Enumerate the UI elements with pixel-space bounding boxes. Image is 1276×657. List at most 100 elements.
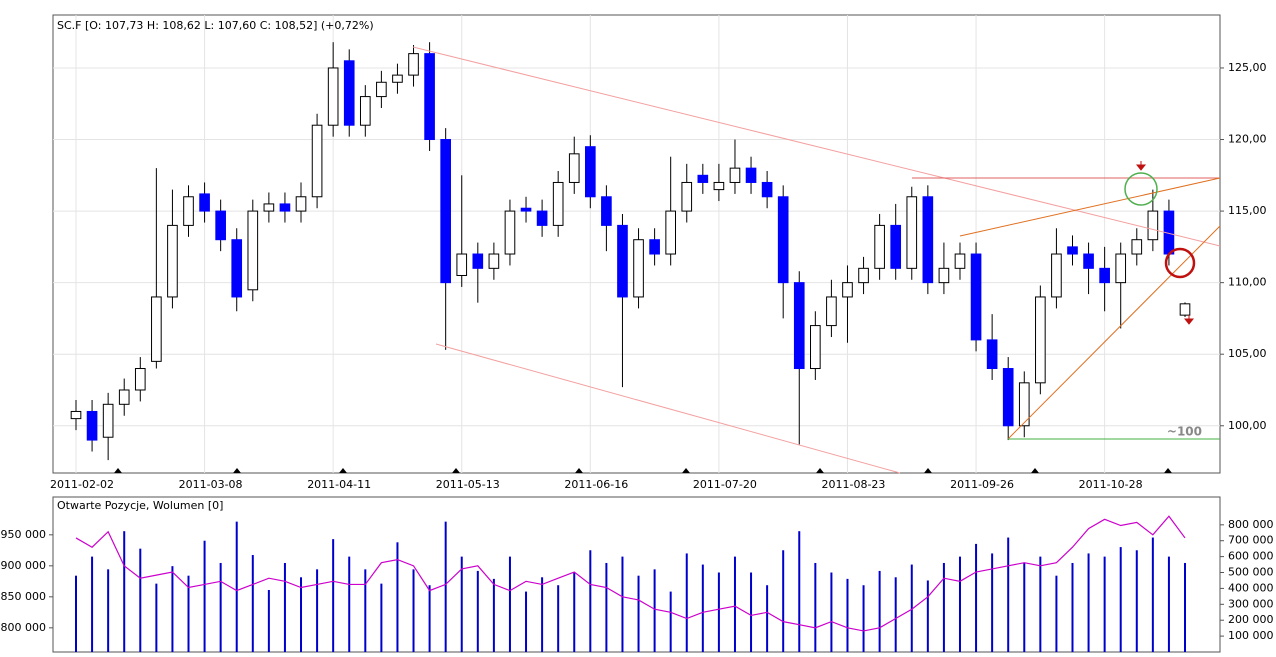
candle-body (777, 196, 789, 284)
candle-body (1179, 303, 1191, 316)
volume-bar (958, 556, 961, 652)
volume-bar (492, 578, 495, 652)
candle-body (86, 410, 98, 441)
volume-bar (300, 577, 303, 652)
candle-body (536, 210, 548, 226)
candle-body (327, 67, 339, 126)
candle-body (810, 325, 821, 370)
candle-body (617, 224, 628, 298)
x-tick-label: 2011-04-11 (307, 478, 371, 491)
volume-bar (589, 550, 592, 652)
candle-body (568, 153, 580, 183)
volume-bar (380, 583, 383, 652)
volume-bar (219, 562, 222, 652)
volume-bar (798, 531, 801, 652)
candle-body (745, 167, 757, 183)
volume-bar (155, 583, 158, 652)
volume-bar (701, 564, 704, 652)
volume-bar (235, 521, 238, 652)
candle-body (1131, 239, 1143, 255)
candle-body (488, 253, 500, 269)
volume-bar (862, 585, 865, 652)
drawings (412, 46, 1221, 474)
candle-body (1115, 253, 1127, 284)
volume-bar (1119, 547, 1122, 652)
y-tick-label: 100,00 (1228, 419, 1267, 432)
candle-body (729, 167, 741, 183)
channel-line (1007, 225, 1221, 440)
volume-bar (460, 556, 463, 652)
volume-bar (428, 585, 431, 652)
candle-body (970, 253, 982, 341)
volume-bar (750, 572, 753, 652)
x-tick-label: 2011-10-28 (1079, 478, 1143, 491)
candle-body (1147, 210, 1159, 241)
candle-body (986, 339, 998, 370)
marker-circle (1124, 172, 1158, 206)
volume-bar (894, 577, 897, 652)
candle-body (295, 196, 307, 212)
volume-bar (926, 580, 929, 652)
candle-body (118, 389, 130, 405)
y2-tick-label: 500 000 (1228, 566, 1274, 579)
volume-bar (364, 569, 367, 652)
candle-body (279, 203, 291, 212)
volume-bar (91, 556, 94, 652)
x-tick-label: 2011-07-20 (693, 478, 757, 491)
candle-body (440, 139, 451, 284)
candle-body (231, 239, 243, 298)
x-tick-label: 2011-06-16 (564, 478, 628, 491)
volume-bar (991, 553, 994, 652)
candle-body (263, 203, 275, 212)
volume-bar (910, 564, 913, 652)
volume-bar (1039, 556, 1042, 652)
candle-body (520, 207, 532, 212)
candle-body (311, 124, 323, 198)
y-tick-label: 850 000 (1, 590, 47, 603)
volume-bar (1167, 556, 1170, 652)
candle-body (376, 81, 387, 98)
candle-body (633, 239, 644, 298)
volume-bar (1007, 537, 1010, 652)
candle-body (1002, 368, 1014, 427)
volume-bar (717, 572, 720, 652)
y-tick-label: 900 000 (1, 559, 47, 572)
candle-body (793, 282, 805, 370)
candle-body (552, 181, 564, 226)
volume-panel (52, 496, 1221, 653)
volume-bar (878, 570, 881, 652)
x-tick-label: 2011-08-23 (822, 478, 886, 491)
volume-bar (476, 570, 479, 652)
y-tick-label: 105,00 (1228, 347, 1267, 360)
candle-body (504, 210, 516, 255)
volume-bar (733, 556, 736, 652)
y-tick-label: 120,00 (1228, 133, 1267, 146)
chart-title: SC.F [O: 107,73 H: 108,62 L: 107,60 C: 1… (57, 19, 374, 32)
volume-bar (1055, 575, 1058, 652)
candle-body (1099, 267, 1110, 284)
volume-bar (251, 555, 254, 652)
candle-body (1083, 253, 1094, 269)
candle-body (697, 174, 709, 183)
candle-body (1018, 382, 1030, 427)
y-tick-label: 950 000 (1, 528, 47, 541)
x-tick-label: 2011-09-26 (950, 478, 1014, 491)
volume-bar (942, 562, 945, 652)
marker-circle (1164, 247, 1196, 279)
candle-body (456, 253, 468, 276)
volume-bar (685, 553, 688, 652)
volume-bar (605, 562, 608, 652)
candle-body (1067, 246, 1078, 255)
volume-bar (508, 556, 511, 652)
candle-body (826, 296, 837, 327)
y2-tick-label: 600 000 (1228, 550, 1274, 563)
candle-body (151, 296, 162, 362)
volume-bar (1023, 562, 1026, 652)
volume-bar (621, 556, 624, 652)
candle-body (424, 53, 435, 141)
candle-body (954, 253, 966, 269)
volume-bar (975, 543, 978, 652)
volume-bar (1135, 550, 1138, 652)
y2-tick-label: 300 000 (1228, 597, 1274, 610)
